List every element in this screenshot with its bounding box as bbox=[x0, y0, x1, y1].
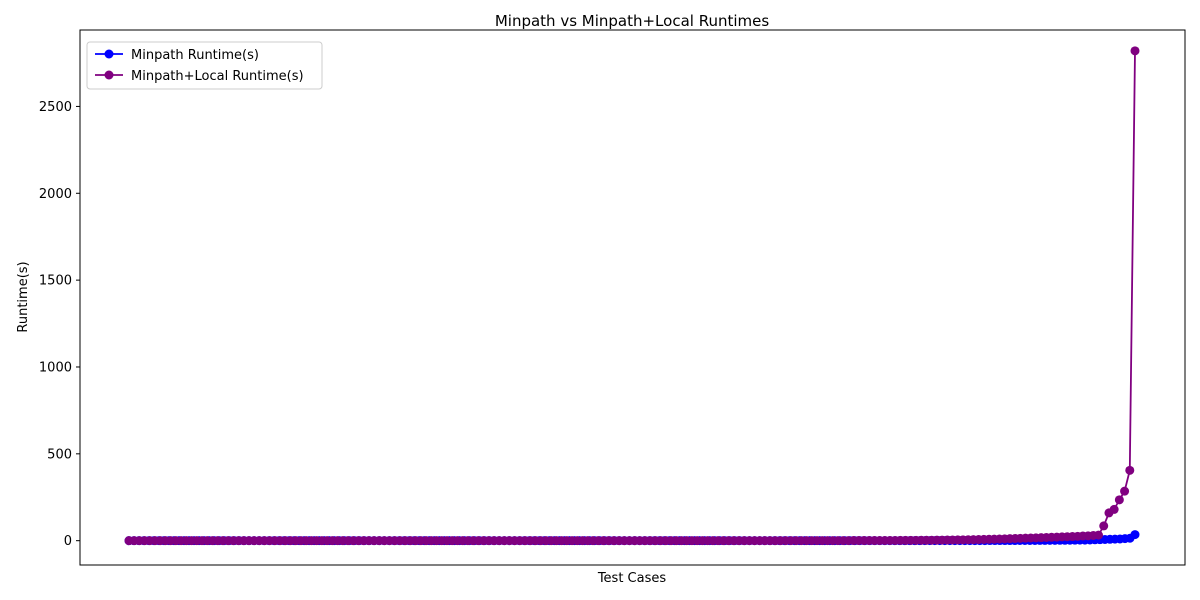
series-1 bbox=[124, 46, 1140, 546]
chart-title: Minpath vs Minpath+Local Runtimes bbox=[495, 12, 770, 30]
y-axis: 0 500 1000 1500 2000 2500 bbox=[39, 100, 80, 549]
legend-label-minpath: Minpath Runtime(s) bbox=[131, 48, 259, 63]
y-tick-label: 2500 bbox=[39, 100, 72, 115]
y-tick-label: 2000 bbox=[39, 187, 72, 202]
y-tick-label: 1000 bbox=[39, 360, 72, 375]
data-point bbox=[1109, 504, 1119, 514]
data-point bbox=[1114, 495, 1124, 505]
legend-label-minpath-local: Minpath+Local Runtime(s) bbox=[131, 69, 304, 84]
series-layer bbox=[124, 46, 1140, 546]
data-point bbox=[1099, 521, 1109, 531]
y-tick-label: 0 bbox=[64, 534, 72, 549]
legend-box bbox=[86, 41, 323, 90]
legend: Minpath Runtime(s) Minpath+Local Runtime… bbox=[86, 41, 323, 90]
x-axis-title: Test Cases bbox=[597, 571, 667, 586]
data-point bbox=[1130, 530, 1140, 540]
data-point bbox=[1130, 46, 1140, 56]
data-point bbox=[1120, 486, 1130, 496]
legend-marker-minpath bbox=[104, 49, 114, 59]
plot-frame bbox=[79, 29, 1186, 566]
y-axis-title: Runtime(s) bbox=[16, 261, 31, 332]
data-point bbox=[1094, 530, 1104, 540]
y-tick-label: 500 bbox=[47, 447, 72, 462]
legend-marker-minpath-local bbox=[104, 70, 114, 80]
y-tick-label: 1500 bbox=[39, 274, 72, 289]
data-point bbox=[1125, 465, 1135, 475]
